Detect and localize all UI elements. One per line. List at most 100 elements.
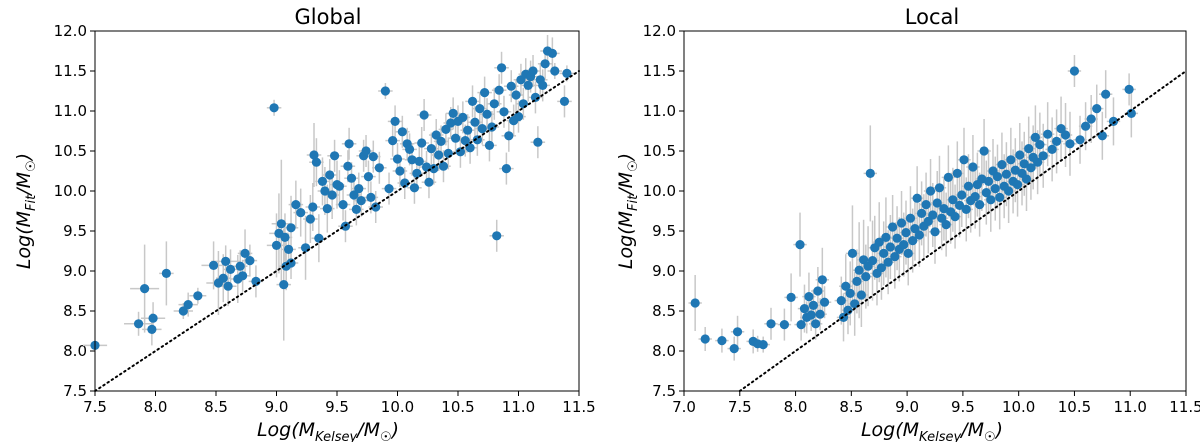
local-data-point xyxy=(905,213,916,223)
global-data-point xyxy=(414,156,424,166)
local-data-point xyxy=(943,172,953,182)
local-ticks: 7.0 7.5 8.0 8.5 9.0 9.5 10.0 10.5 11.0 11.57.58.0… xyxy=(643,22,1200,416)
local-data-point xyxy=(1051,136,1062,146)
local-y-tick-label: 10.0 xyxy=(643,182,676,200)
global-data-point xyxy=(458,112,468,122)
global-data-point xyxy=(327,190,337,200)
local-data-point xyxy=(952,168,962,178)
local-data-point xyxy=(729,344,739,354)
local-title: Local xyxy=(905,5,959,29)
global-y-tick-label: 11.5 xyxy=(54,62,87,80)
global-data-point xyxy=(279,280,289,290)
global-xlabel-sub: Kelsey xyxy=(315,430,357,442)
global-ticks: 7.5 8.0 8.5 9.0 9.5 10.0 10.5 11.0 11.5 7.5 8.0 8.5… xyxy=(54,22,596,416)
global-data-point xyxy=(550,66,560,76)
local-data-point xyxy=(819,297,830,307)
global-y-tick-label: 12.0 xyxy=(54,22,87,40)
global-data-point xyxy=(419,110,429,120)
local-data-point xyxy=(690,298,700,308)
local-data-point xyxy=(975,200,985,210)
global-data-point xyxy=(499,107,509,117)
local-data-point xyxy=(983,176,994,186)
global-data-point xyxy=(492,231,502,241)
local-data-point xyxy=(1033,157,1043,167)
global-data-point xyxy=(470,117,480,127)
local-data-point xyxy=(890,252,900,262)
local-data-point xyxy=(981,188,991,198)
global-axes-frame xyxy=(94,30,580,392)
global-data-point xyxy=(218,273,228,283)
local-data-point xyxy=(979,146,989,156)
local-data-point xyxy=(815,309,825,319)
global-data-point xyxy=(409,183,420,193)
local-data-point xyxy=(1056,124,1066,134)
local-xlabel-close: ) xyxy=(994,419,1003,441)
local-data-point xyxy=(732,327,743,337)
global-data-point xyxy=(559,96,570,106)
global-data-point xyxy=(208,260,219,270)
local-data-point xyxy=(950,212,960,222)
global-ylabel-main: Log(M xyxy=(13,211,35,269)
global-data-point xyxy=(494,85,504,95)
global-data-point xyxy=(238,271,248,281)
global-data-point xyxy=(325,170,335,180)
global-data-point xyxy=(133,319,144,329)
global-data-point xyxy=(329,151,340,161)
local-x-tick-label: 10.5 xyxy=(1058,398,1091,416)
local-data-point xyxy=(930,227,940,237)
local-data-point xyxy=(1124,84,1134,94)
global-x-tick-label: 7.5 xyxy=(83,398,107,416)
global-data-point xyxy=(438,161,449,171)
local-x-tick-label: 7.0 xyxy=(672,398,696,416)
global-ylabel-sub: Fit xyxy=(24,194,39,211)
local-axes-frame xyxy=(683,30,1187,392)
local-data-point xyxy=(1026,163,1036,173)
global-data-point xyxy=(518,99,528,109)
global-data-point xyxy=(533,137,543,147)
local-data-point xyxy=(963,181,974,191)
global-reference-line xyxy=(94,70,580,392)
local-data-point xyxy=(948,195,958,205)
local-data-point xyxy=(903,248,913,258)
global-data-point xyxy=(291,200,301,210)
global-data-point xyxy=(178,306,188,316)
local-data-point xyxy=(799,304,810,314)
global-data-point xyxy=(431,130,441,140)
local-data-point xyxy=(758,340,768,350)
global-data-point xyxy=(284,244,294,254)
global-title: Global xyxy=(295,5,362,29)
local-data-point xyxy=(859,255,869,265)
local-data-point xyxy=(813,286,823,296)
local-data-point xyxy=(921,200,931,210)
local-y-tick-label: 8.0 xyxy=(652,342,676,360)
global-data-point xyxy=(392,154,403,164)
global-y-tick-label: 11.0 xyxy=(54,102,87,120)
global-data-point xyxy=(147,324,157,334)
local-data-point xyxy=(968,162,978,172)
local-y-tick-label: 10.5 xyxy=(643,142,676,160)
global-data-point xyxy=(371,202,381,212)
global-data-point xyxy=(308,202,318,212)
global-data-point xyxy=(148,313,158,323)
local-data-point xyxy=(861,272,871,282)
local-data-point xyxy=(959,155,969,165)
global-ylabel-sub2: ☉ xyxy=(24,160,39,172)
local-data-point xyxy=(1001,169,1011,179)
local-data-point xyxy=(795,240,805,250)
global-data-point xyxy=(450,133,461,143)
global-data-point xyxy=(309,150,319,160)
local-data-point xyxy=(1012,180,1023,190)
local-data-point xyxy=(854,265,864,275)
local-data-point xyxy=(806,310,816,320)
local-data-point xyxy=(896,218,907,228)
local-data-point xyxy=(881,232,891,242)
global-data-point xyxy=(443,148,453,158)
local-data-point xyxy=(865,168,875,178)
local-y-tick-label: 9.0 xyxy=(652,262,676,280)
global-data-point xyxy=(480,88,490,98)
global-data-point xyxy=(280,232,290,242)
global-x-tick-label: 9.0 xyxy=(265,398,289,416)
global-data-point xyxy=(271,240,282,250)
local-data-point xyxy=(1035,140,1045,150)
global-data-point xyxy=(475,104,485,114)
